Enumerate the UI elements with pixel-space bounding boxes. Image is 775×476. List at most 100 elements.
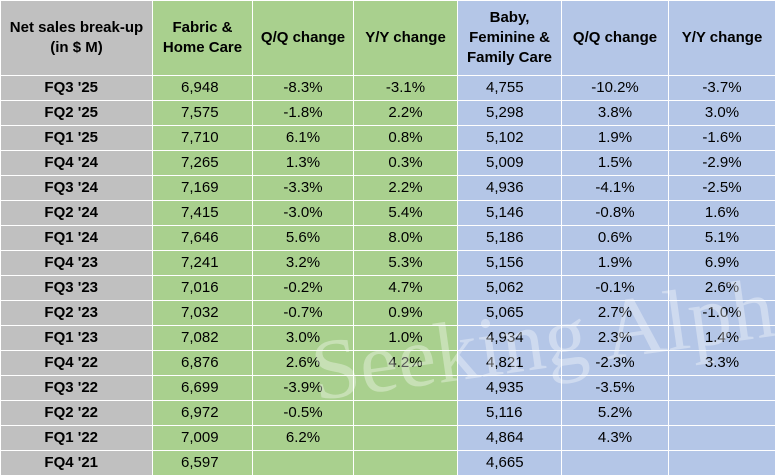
bfc-yy-cell: 3.0% xyxy=(669,101,775,126)
fhc-sales-cell: 7,575 xyxy=(153,101,253,126)
bfc-sales-cell: 5,062 xyxy=(458,276,562,301)
fhc-yy-cell xyxy=(354,451,458,476)
bfc-qq-cell: -0.8% xyxy=(562,201,669,226)
fhc-yy-cell: 2.2% xyxy=(354,176,458,201)
header-label-line: Net sales break-up xyxy=(5,18,148,38)
fhc-sales-cell: 7,169 xyxy=(153,176,253,201)
fhc-sales-cell: 6,699 xyxy=(153,376,253,401)
bfc-qq-cell: 3.8% xyxy=(562,101,669,126)
quarter-cell: FQ1 '25 xyxy=(1,126,153,151)
header-bfc-line: Family Care xyxy=(462,48,557,68)
bfc-sales-cell: 4,864 xyxy=(458,426,562,451)
bfc-yy-cell: 1.6% xyxy=(669,201,775,226)
quarter-cell: FQ1 '22 xyxy=(1,426,153,451)
fhc-sales-cell: 6,972 xyxy=(153,401,253,426)
quarter-cell: FQ2 '22 xyxy=(1,401,153,426)
quarter-cell: FQ2 '24 xyxy=(1,201,153,226)
fhc-sales-cell: 7,032 xyxy=(153,301,253,326)
bfc-qq-cell: -2.3% xyxy=(562,351,669,376)
fhc-sales-cell: 7,710 xyxy=(153,126,253,151)
bfc-yy-cell xyxy=(669,401,775,426)
bfc-sales-cell: 5,298 xyxy=(458,101,562,126)
fhc-sales-cell: 7,016 xyxy=(153,276,253,301)
fhc-qq-cell: 2.6% xyxy=(253,351,354,376)
header-label-line: (in $ M) xyxy=(5,38,148,58)
fhc-yy-cell: 0.8% xyxy=(354,126,458,151)
fhc-sales-cell: 7,415 xyxy=(153,201,253,226)
bfc-yy-cell xyxy=(669,376,775,401)
bfc-yy-cell: -2.5% xyxy=(669,176,775,201)
fhc-qq-cell: -3.0% xyxy=(253,201,354,226)
fhc-yy-cell xyxy=(354,426,458,451)
bfc-yy-cell: 1.4% xyxy=(669,326,775,351)
bfc-yy-cell: -3.7% xyxy=(669,76,775,101)
bfc-qq-cell: 1.5% xyxy=(562,151,669,176)
fhc-qq-cell: 5.6% xyxy=(253,226,354,251)
bfc-qq-cell: -0.1% xyxy=(562,276,669,301)
fhc-sales-cell: 7,265 xyxy=(153,151,253,176)
fhc-qq-cell: -8.3% xyxy=(253,76,354,101)
quarter-cell: FQ4 '24 xyxy=(1,151,153,176)
bfc-qq-cell: -10.2% xyxy=(562,76,669,101)
header-fhc-line: Home Care xyxy=(157,38,248,58)
fhc-yy-cell: 8.0% xyxy=(354,226,458,251)
fhc-qq-cell: -0.5% xyxy=(253,401,354,426)
quarter-cell: FQ3 '23 xyxy=(1,276,153,301)
fhc-qq-cell xyxy=(253,451,354,476)
header-fhc-line: Fabric & xyxy=(157,18,248,38)
fhc-yy-cell: 4.2% xyxy=(354,351,458,376)
bfc-sales-cell: 5,116 xyxy=(458,401,562,426)
fhc-sales-cell: 7,009 xyxy=(153,426,253,451)
bfc-sales-cell: 5,146 xyxy=(458,201,562,226)
quarter-cell: FQ2 '23 xyxy=(1,301,153,326)
header-bfc-yy: Y/Y change xyxy=(669,1,775,76)
header-bfc-line: Baby, xyxy=(462,8,557,28)
fhc-qq-cell: -3.9% xyxy=(253,376,354,401)
quarter-cell: FQ2 '25 xyxy=(1,101,153,126)
bfc-sales-cell: 4,934 xyxy=(458,326,562,351)
fhc-yy-cell xyxy=(354,376,458,401)
fhc-yy-cell: 0.9% xyxy=(354,301,458,326)
fhc-qq-cell: 6.1% xyxy=(253,126,354,151)
fhc-qq-cell: -0.2% xyxy=(253,276,354,301)
quarter-cell: FQ3 '24 xyxy=(1,176,153,201)
fhc-sales-cell: 7,082 xyxy=(153,326,253,351)
fhc-qq-cell: 3.0% xyxy=(253,326,354,351)
header-row: Net sales break-up (in $ M) Fabric & Hom… xyxy=(1,1,775,76)
quarter-cell: FQ3 '22 xyxy=(1,376,153,401)
header-label: Net sales break-up (in $ M) xyxy=(1,1,153,76)
quarter-cell: FQ4 '21 xyxy=(1,451,153,476)
fhc-sales-cell: 6,948 xyxy=(153,76,253,101)
bfc-sales-cell: 4,936 xyxy=(458,176,562,201)
quarter-cell: FQ3 '25 xyxy=(1,76,153,101)
bfc-qq-cell: -3.5% xyxy=(562,376,669,401)
bfc-yy-cell: 3.3% xyxy=(669,351,775,376)
bfc-qq-cell: 2.7% xyxy=(562,301,669,326)
bfc-qq-cell: 2.3% xyxy=(562,326,669,351)
bfc-sales-cell: 4,935 xyxy=(458,376,562,401)
fhc-yy-cell: 2.2% xyxy=(354,101,458,126)
fhc-yy-cell: 5.3% xyxy=(354,251,458,276)
bfc-yy-cell xyxy=(669,426,775,451)
bfc-yy-cell: -1.0% xyxy=(669,301,775,326)
bfc-sales-cell: 4,755 xyxy=(458,76,562,101)
fhc-qq-cell: -3.3% xyxy=(253,176,354,201)
fhc-sales-cell: 6,876 xyxy=(153,351,253,376)
quarter-cell: FQ1 '24 xyxy=(1,226,153,251)
bfc-yy-cell xyxy=(669,451,775,476)
bfc-sales-cell: 5,186 xyxy=(458,226,562,251)
bfc-sales-cell: 5,009 xyxy=(458,151,562,176)
fhc-sales-cell: 7,241 xyxy=(153,251,253,276)
bfc-yy-cell: 2.6% xyxy=(669,276,775,301)
